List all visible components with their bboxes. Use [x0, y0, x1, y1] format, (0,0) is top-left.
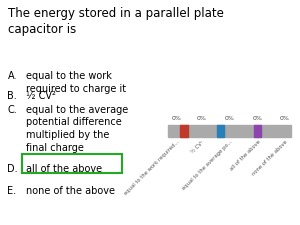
Text: 0%: 0% — [196, 117, 206, 122]
Text: C.: C. — [8, 105, 17, 115]
Text: equal to the work
required to charge it: equal to the work required to charge it — [26, 71, 126, 94]
Text: ½ CV²: ½ CV² — [190, 140, 205, 154]
Text: The energy stored in a parallel plate
capacitor is: The energy stored in a parallel plate ca… — [8, 7, 224, 36]
Text: 0%: 0% — [225, 117, 234, 122]
Text: ½ CV²: ½ CV² — [26, 91, 56, 101]
Bar — [254, 125, 261, 137]
Text: 0%: 0% — [280, 117, 290, 122]
Bar — [180, 125, 188, 137]
Text: equal to the average
potential difference
multiplied by the
final charge: equal to the average potential differenc… — [26, 105, 128, 153]
Text: E.: E. — [8, 186, 16, 196]
Text: all of the above: all of the above — [26, 164, 102, 174]
Text: all of the above: all of the above — [229, 140, 261, 172]
Text: none of the above: none of the above — [251, 140, 288, 177]
Text: none of the above: none of the above — [26, 186, 115, 196]
Bar — [217, 125, 224, 137]
Text: B.: B. — [8, 91, 17, 101]
Bar — [168, 125, 291, 137]
Text: equal to the work required...: equal to the work required... — [123, 140, 180, 196]
Text: 0%: 0% — [253, 117, 263, 122]
Text: D.: D. — [8, 164, 18, 174]
Text: 0%: 0% — [172, 117, 182, 122]
Text: equal to the average po...: equal to the average po... — [181, 140, 233, 191]
Text: A.: A. — [8, 71, 17, 81]
